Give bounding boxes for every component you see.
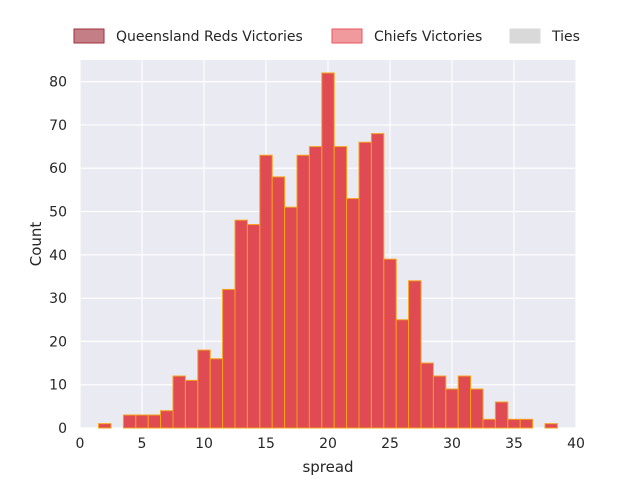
histogram-bar (122, 414, 137, 429)
legend-item: Queensland Reds Victories (73, 28, 303, 45)
histogram-bar (321, 72, 335, 429)
x-tick-label: 0 (76, 436, 85, 452)
y-axis-ticks: 0 10 20 30 40 50 60 70 80 (49, 75, 67, 437)
histogram-bar (98, 423, 112, 429)
histogram-bar (408, 280, 422, 429)
x-tick-label: 35 (505, 436, 523, 452)
histogram-bar (470, 388, 484, 429)
histogram-bar (246, 224, 261, 429)
histogram-bar (420, 362, 434, 429)
histogram-bar (432, 375, 447, 429)
histogram-bar (160, 410, 174, 429)
y-tick-label: 40 (49, 248, 67, 264)
legend: Queensland Reds Victories Chiefs Victorie… (73, 28, 580, 45)
y-axis-label: Count (27, 222, 45, 267)
legend-swatch (509, 28, 541, 44)
histogram-bar (482, 418, 496, 429)
x-tick-label: 20 (319, 436, 337, 452)
histogram-bar (333, 146, 348, 429)
legend-label: Chiefs Victories (374, 29, 482, 45)
x-tick-label: 5 (138, 436, 147, 452)
legend-label: Ties (551, 29, 580, 45)
legend-swatch (331, 28, 363, 44)
histogram-bar (445, 388, 459, 429)
legend-label: Queensland Reds Victories (116, 29, 303, 45)
x-tick-label: 30 (443, 436, 461, 452)
histogram-bar (296, 154, 310, 429)
histogram-bar (358, 141, 372, 429)
histogram-bar (507, 418, 521, 429)
histogram-bar (346, 198, 360, 429)
histogram-bar (519, 418, 534, 429)
y-tick-label: 20 (49, 334, 67, 350)
legend-item: Chiefs Victories (331, 28, 482, 45)
histogram-bar (184, 379, 199, 429)
y-tick-label: 30 (49, 291, 67, 307)
y-tick-label: 0 (58, 421, 67, 437)
histogram-bar (147, 414, 162, 429)
y-tick-label: 70 (49, 118, 67, 134)
histogram-bar (284, 206, 298, 429)
x-tick-label: 40 (567, 436, 585, 452)
histogram-bar (457, 375, 472, 429)
y-tick-label: 50 (49, 205, 67, 221)
histogram-bar (308, 146, 323, 429)
legend-item: Ties (509, 28, 580, 45)
bars (98, 72, 558, 429)
histogram-bar (494, 401, 509, 429)
x-axis-ticks: 0 5 10 15 20 25 30 35 40 (76, 436, 585, 452)
x-tick-label: 10 (195, 436, 213, 452)
y-tick-label: 80 (49, 75, 67, 91)
histogram-bar (197, 349, 211, 429)
histogram-bar (544, 423, 558, 429)
y-tick-label: 10 (49, 378, 67, 394)
x-tick-label: 25 (381, 436, 399, 452)
histogram-bar (222, 288, 236, 429)
histogram-bar (135, 414, 149, 429)
histogram-bar (271, 176, 286, 429)
histogram-bar (395, 319, 410, 429)
histogram-bar (259, 154, 273, 429)
histogram-bar (370, 133, 385, 429)
histogram-bar (234, 219, 248, 429)
y-tick-label: 60 (49, 161, 67, 177)
legend-swatch (73, 28, 105, 44)
histogram-bar (383, 258, 397, 429)
x-axis-label: spread (302, 458, 353, 476)
x-tick-label: 15 (257, 436, 275, 452)
histogram-bar (172, 375, 186, 429)
histogram-bar (209, 358, 224, 429)
